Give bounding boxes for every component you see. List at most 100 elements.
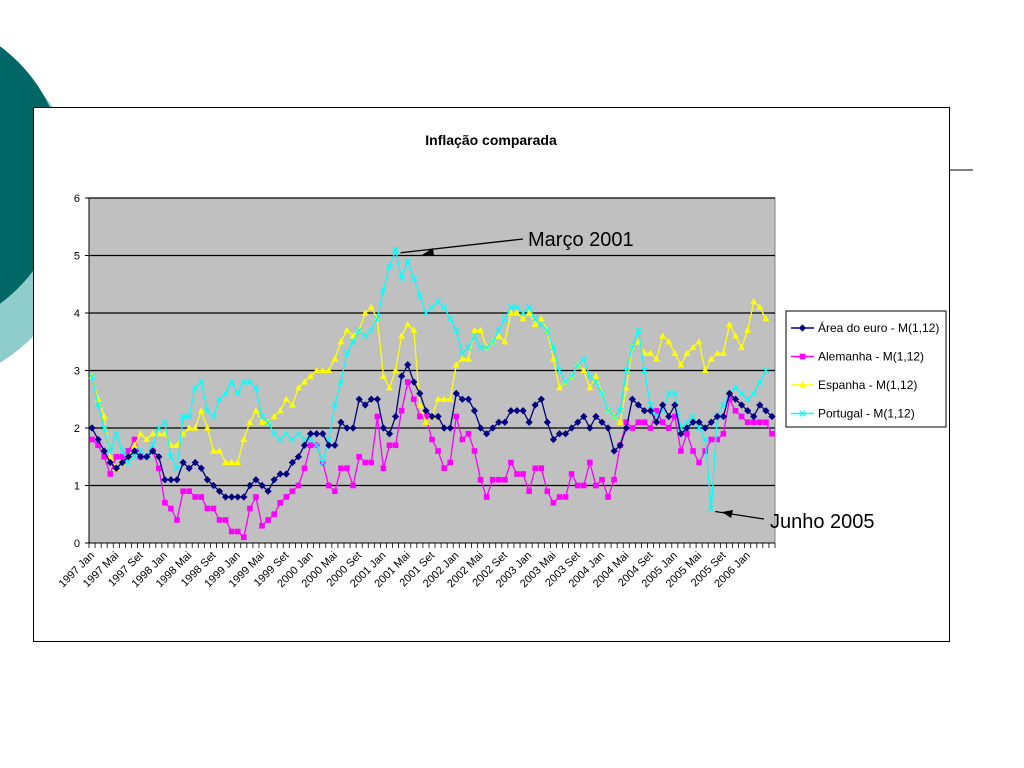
series-0-point bbox=[240, 493, 248, 501]
series-2-point bbox=[301, 378, 308, 385]
series-1-point bbox=[307, 442, 314, 449]
marker-stroke bbox=[701, 436, 709, 443]
marker-stroke bbox=[422, 309, 430, 317]
series-3-point bbox=[343, 350, 351, 357]
marker-stroke bbox=[374, 315, 381, 322]
series-1-point bbox=[502, 476, 508, 483]
series-0-point bbox=[422, 407, 430, 415]
series-3-point bbox=[173, 465, 181, 472]
series-0-point bbox=[355, 395, 363, 403]
series-3-point bbox=[355, 327, 363, 334]
series-2-point bbox=[367, 303, 375, 310]
marker-stroke bbox=[100, 424, 108, 432]
marker-stroke bbox=[665, 390, 672, 397]
series-2-point bbox=[288, 401, 296, 408]
marker-stroke bbox=[744, 396, 751, 403]
series-3-point bbox=[337, 378, 345, 386]
marker-stroke bbox=[337, 378, 345, 386]
series-0-point bbox=[677, 430, 685, 438]
marker-stroke bbox=[562, 378, 569, 386]
marker-stroke bbox=[708, 505, 715, 512]
series-0-point bbox=[470, 407, 479, 415]
marker-stroke bbox=[440, 304, 448, 311]
series-0-point bbox=[197, 464, 205, 472]
legend: Área do euro - M(1,12) Alemanha - M(1,12)… bbox=[785, 310, 947, 428]
series-0-point bbox=[537, 395, 545, 403]
series-1-point bbox=[174, 517, 180, 523]
marker-stroke bbox=[137, 447, 144, 455]
series-2-point bbox=[392, 366, 399, 374]
series-1-point bbox=[744, 419, 751, 426]
marker-stroke bbox=[277, 436, 284, 443]
marker-stroke bbox=[410, 275, 418, 282]
series-1-point bbox=[447, 459, 454, 466]
series-0-point bbox=[391, 412, 400, 421]
series-1-point bbox=[162, 499, 168, 506]
series-3-point bbox=[386, 263, 393, 271]
series-1-point bbox=[101, 453, 107, 460]
y-tick-label: 6 bbox=[74, 193, 80, 205]
series-0-point bbox=[288, 458, 296, 467]
series-3-point bbox=[592, 378, 600, 386]
series-0-point bbox=[137, 453, 145, 461]
marker-stroke bbox=[556, 367, 563, 374]
series-1-point bbox=[234, 528, 241, 535]
series-2-point bbox=[616, 418, 624, 425]
annotation-arrowhead bbox=[722, 510, 733, 518]
series-2-point bbox=[313, 366, 321, 374]
series-1-point bbox=[769, 430, 775, 437]
marker-stroke bbox=[756, 378, 764, 386]
series-1-point bbox=[344, 465, 350, 472]
series-2-point bbox=[732, 332, 739, 339]
series-2-point bbox=[525, 309, 533, 316]
series-1-point bbox=[332, 488, 338, 495]
series-3-point bbox=[185, 413, 193, 420]
series-3-point bbox=[167, 453, 175, 460]
marker-stroke bbox=[125, 459, 132, 466]
series-0-point bbox=[155, 453, 163, 461]
series-3-point bbox=[234, 390, 241, 397]
marker-stroke bbox=[283, 430, 290, 437]
series-3-point bbox=[610, 413, 618, 420]
series-0-point bbox=[325, 441, 333, 449]
marker-stroke bbox=[222, 390, 229, 397]
series-1-point bbox=[192, 494, 199, 500]
marker-stroke bbox=[210, 413, 217, 420]
series-0-point bbox=[731, 395, 740, 403]
series-1-point bbox=[750, 419, 757, 426]
series-2-point bbox=[380, 372, 387, 379]
series-0-point bbox=[173, 476, 181, 484]
series-0-point bbox=[695, 418, 703, 426]
series-0-point bbox=[659, 401, 667, 409]
series-1-point bbox=[659, 419, 666, 426]
series-2-point bbox=[258, 418, 266, 425]
series-1-point bbox=[720, 430, 727, 437]
series-3-point bbox=[695, 424, 703, 432]
series-3-point bbox=[744, 396, 751, 403]
series-3-point bbox=[465, 344, 472, 351]
series-1-point bbox=[338, 465, 344, 472]
series-1-point bbox=[556, 494, 563, 500]
series-3-point bbox=[641, 367, 648, 374]
series-1-point bbox=[732, 407, 739, 414]
series-1-point bbox=[362, 459, 369, 466]
marker-stroke bbox=[647, 401, 654, 409]
marker-stroke bbox=[234, 390, 241, 397]
series-3-point bbox=[410, 275, 418, 282]
series-2-point bbox=[343, 326, 351, 333]
series-1-point bbox=[95, 442, 101, 449]
series-0-point bbox=[574, 418, 582, 426]
series-1-point bbox=[386, 442, 393, 449]
series-3-point bbox=[665, 390, 672, 397]
series-1-point bbox=[623, 419, 630, 426]
series-0-point bbox=[653, 418, 661, 426]
series-0-point bbox=[519, 407, 527, 415]
series-0-point bbox=[476, 424, 485, 432]
series-1-point bbox=[222, 517, 229, 523]
series-1-point bbox=[678, 448, 684, 454]
series-0-point bbox=[762, 407, 770, 415]
series-2-point bbox=[440, 395, 448, 402]
series-3-point bbox=[161, 419, 169, 426]
series-1-point bbox=[253, 494, 259, 500]
series-2-point bbox=[519, 315, 527, 322]
